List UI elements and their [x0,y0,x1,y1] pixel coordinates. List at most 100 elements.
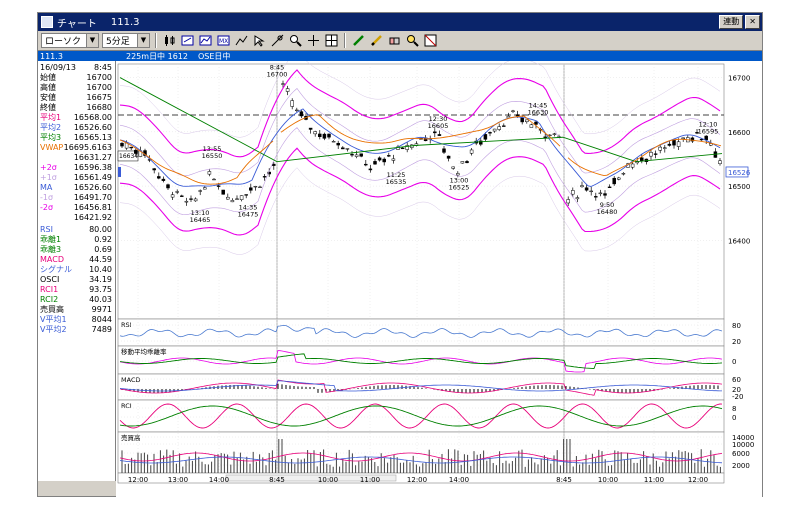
panel-frame-rsi [117,318,725,347]
candle-body [244,194,248,196]
candle-body [534,121,538,125]
sidebar-row-label: OSCI [40,275,60,284]
toolbar: ローソク ▼ 5分足 ▼ MX [38,31,762,51]
annotation-price: 16535 [386,178,407,186]
candle-body [566,199,570,204]
sidebar-row-value: 16456.81 [73,203,112,212]
sidebar-row-label: MA [40,183,53,192]
sidebar-row: 16631.27 [38,153,116,163]
grid-icon[interactable] [324,33,339,48]
crosshair-icon[interactable] [306,33,321,48]
chart-area[interactable]: 12:00 13:00 14:00 8:45 10:00 11:00 12:00 14:00 8… [116,50,762,498]
close-button[interactable]: ✕ [745,15,760,29]
search-icon[interactable] [405,33,420,48]
sidebar-row: VWAP 16695.6163 [38,143,116,153]
sidebar-row-value: 16526.60 [73,123,112,132]
compare-icon[interactable]: MX [216,33,231,48]
settings-icon[interactable] [423,33,438,48]
sidebar-row-label: 始値 [40,73,56,82]
sidebar-row: 平均2 16526.60 [38,123,116,133]
ma-line-blue [119,108,721,187]
candle-body [354,154,359,157]
annotation-time: 9:50 [600,201,615,209]
text-icon[interactable] [369,33,384,48]
chart-type-select[interactable]: ローソク ▼ [41,33,99,48]
candle-body [382,158,386,163]
x-tick-label: 14:00 [449,476,469,484]
line-mode-icon[interactable] [198,33,213,48]
value-sidebar: 16/09/13 8:45 始値 16700 高値 16700 安値 16675 終値 16680… [38,61,116,481]
candle-body [469,149,474,154]
sidebar-row: 16421.92 [38,213,116,223]
sidebar-row: RSI 80.00 [38,225,116,235]
sidebar-row-label: V平均2 [40,325,67,334]
toolbar-separator [155,33,157,48]
candle-body [391,158,396,161]
candle-body [216,185,221,187]
candle-body [345,148,350,150]
sidebar-row-value: 16596.38 [73,163,112,172]
candle-body [377,157,382,161]
candle-body [207,171,212,175]
candle-body [552,133,557,135]
candle-body [203,187,207,190]
annotation-price: 16465 [190,216,211,224]
x-tick-label: 14:00 [209,476,229,484]
candle-body [253,186,258,188]
panel-tick-label: 20 [732,386,741,394]
link-button[interactable]: 連動 [719,15,744,29]
candle-body [359,153,363,157]
candle-body [515,114,520,117]
sidebar-row-value: 16675 [86,93,112,102]
pen-icon[interactable] [351,33,366,48]
panel-tick-label: 20 [732,338,741,346]
chart-window: チャート 111.3 連動 ✕ ローソク ▼ 5分足 ▼ MX [37,12,763,498]
candle-body [308,127,313,130]
candle-body [368,168,373,171]
candle-body [520,117,524,123]
panel-title: 移動平均乖離率 [121,347,167,356]
select-icon[interactable] [252,33,267,48]
interval-select[interactable]: 5分足 ▼ [102,33,150,48]
sidebar-row: 始値 16700 [38,73,116,83]
candle-body [695,132,699,134]
sidebar-row-value: 40.03 [89,295,112,304]
candle-body [699,138,704,141]
candle-body [262,176,267,178]
panel-tick-label: 0 [732,414,736,422]
candle-body [543,136,547,138]
sidebar-row: 売買高 9971 [38,305,116,315]
sidebar-row: 平均3 16565.13 [38,133,116,143]
candle-body [290,100,294,107]
sidebar-row-label: 平均2 [40,123,62,132]
sidebar-row-label: MACD [40,255,64,264]
sidebar-row: -2σ 16456.81 [38,203,116,213]
sidebar-row: +2σ 16596.38 [38,163,116,173]
y-tick-label: 16700 [728,75,750,83]
bollinger-band [119,167,721,255]
panel-tick-label: 0 [732,358,736,366]
cursor-icon[interactable] [234,33,249,48]
vwap-line [280,114,561,147]
candle-body [184,200,189,203]
sidebar-row-value: 0.92 [94,235,112,244]
sidebar-row-value: 9971 [91,305,112,314]
candle-body [630,163,635,168]
bar-mode-icon[interactable] [180,33,195,48]
candle-body [575,197,580,200]
x-axis [117,472,725,484]
price-marker [118,166,121,177]
panel-frame-rci [117,399,725,433]
current-price-label: 16526 [728,169,751,177]
draw-line-icon[interactable] [270,33,285,48]
candle-mode-icon[interactable] [162,33,177,48]
sidebar-row: シグナル 10.40 [38,265,116,275]
candle-body [594,196,598,198]
zoom-icon[interactable] [288,33,303,48]
annotation-time: 11:25 [387,171,406,179]
annotation-price: 16525 [449,184,470,192]
sidebar-row-value: 34.19 [89,275,112,284]
candle-body [497,126,501,130]
erase-icon[interactable] [387,33,402,48]
sidebar-row-label: RSI [40,225,53,234]
